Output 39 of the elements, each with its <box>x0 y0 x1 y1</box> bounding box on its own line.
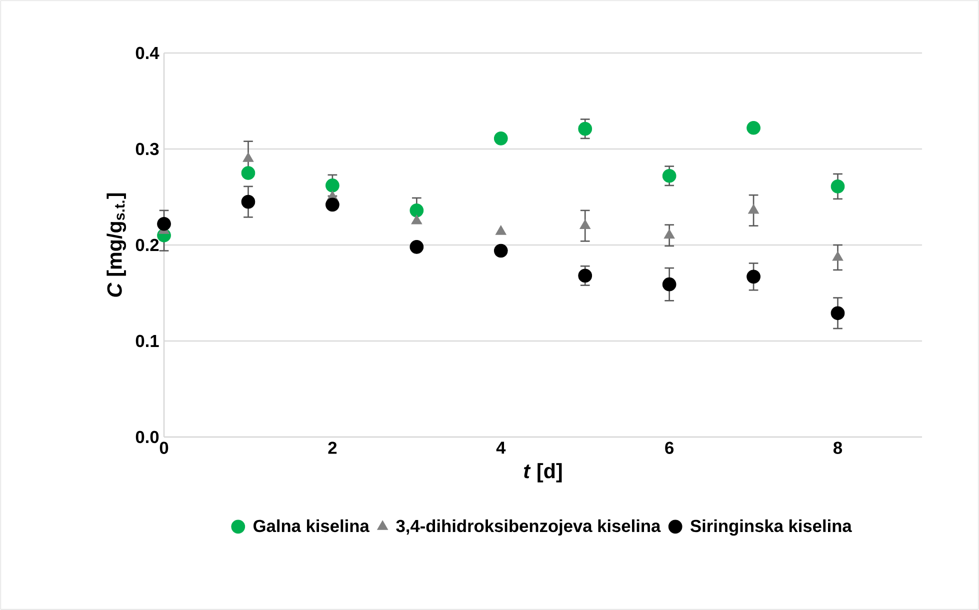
point <box>832 251 844 261</box>
point <box>578 268 592 283</box>
point <box>664 229 675 239</box>
point <box>578 122 592 136</box>
legend-label: Siringinska kiselina <box>690 519 852 536</box>
y-tick-label: 0.1 <box>136 334 159 348</box>
y-axis-title: C [mg/g$_{s.t.}$] <box>106 193 126 297</box>
point <box>495 225 506 235</box>
point <box>748 204 760 214</box>
x-tick-label: 6 <box>665 442 674 454</box>
legend-label: Galna kiselina <box>254 519 370 532</box>
x-tick-label: 2 <box>328 442 337 454</box>
point <box>410 240 424 254</box>
point <box>746 270 760 284</box>
x-tick-label: 4 <box>496 442 506 454</box>
y-tick-label: 0.4 <box>136 46 160 60</box>
point <box>746 120 760 135</box>
point <box>241 194 256 209</box>
point <box>242 152 254 162</box>
x-axis-title: t [d] <box>524 463 562 482</box>
point <box>411 214 422 224</box>
x-tick-label: 8 <box>833 442 842 454</box>
y-tick-label: 0.0 <box>136 430 159 444</box>
point <box>580 220 591 230</box>
point <box>326 178 340 192</box>
point <box>410 203 424 218</box>
point <box>326 198 340 212</box>
point <box>662 168 676 183</box>
y-tick-label: 0.2 <box>136 238 159 252</box>
point <box>662 277 676 292</box>
point <box>830 179 845 194</box>
point <box>494 244 508 258</box>
point <box>157 216 171 231</box>
point <box>241 166 256 180</box>
y-tick-label: 0.3 <box>136 142 159 156</box>
point <box>830 306 845 320</box>
point <box>494 132 508 146</box>
legend-label: 3,4-dihidroksibenzojeva kiselina <box>396 519 661 536</box>
x-tick-label: 0 <box>160 442 168 454</box>
